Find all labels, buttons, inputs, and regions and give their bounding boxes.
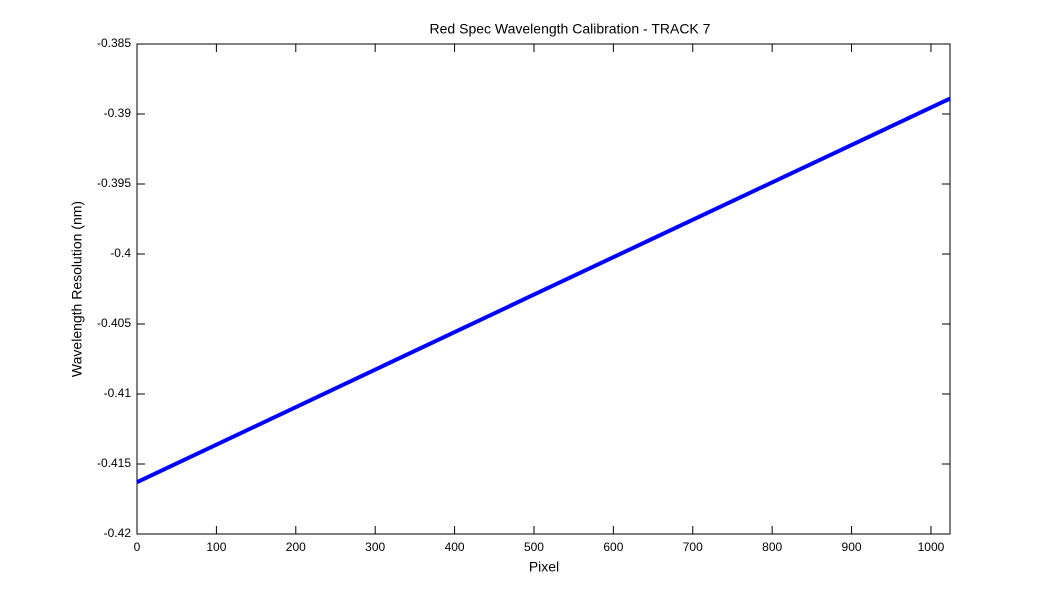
x-tick-label: 800 xyxy=(762,540,782,554)
y-tick-label: -0.41 xyxy=(104,386,132,400)
x-tick-label: 300 xyxy=(365,540,385,554)
x-tick-label: 600 xyxy=(603,540,623,554)
x-tick-label: 1000 xyxy=(918,540,945,554)
y-tick-label: -0.405 xyxy=(97,316,131,330)
x-tick-label: 700 xyxy=(683,540,703,554)
y-tick-label: -0.4 xyxy=(110,246,131,260)
y-tick-label: -0.385 xyxy=(97,36,131,50)
y-tick-label: -0.395 xyxy=(97,176,131,190)
y-tick-label: -0.415 xyxy=(97,456,131,470)
x-tick-label: 400 xyxy=(445,540,465,554)
y-tick-label: -0.39 xyxy=(104,106,132,120)
x-tick-label: 0 xyxy=(134,540,141,554)
x-axis-label: Pixel xyxy=(529,559,559,575)
y-axis-label: Wavelength Resolution (nm) xyxy=(69,201,85,377)
x-tick-label: 500 xyxy=(524,540,544,554)
x-tick-label: 200 xyxy=(286,540,306,554)
chart-title: Red Spec Wavelength Calibration - TRACK … xyxy=(430,21,711,37)
y-tick-label: -0.42 xyxy=(104,526,132,540)
x-tick-label: 100 xyxy=(206,540,226,554)
x-tick-label: 900 xyxy=(842,540,862,554)
data-line xyxy=(136,96,951,485)
